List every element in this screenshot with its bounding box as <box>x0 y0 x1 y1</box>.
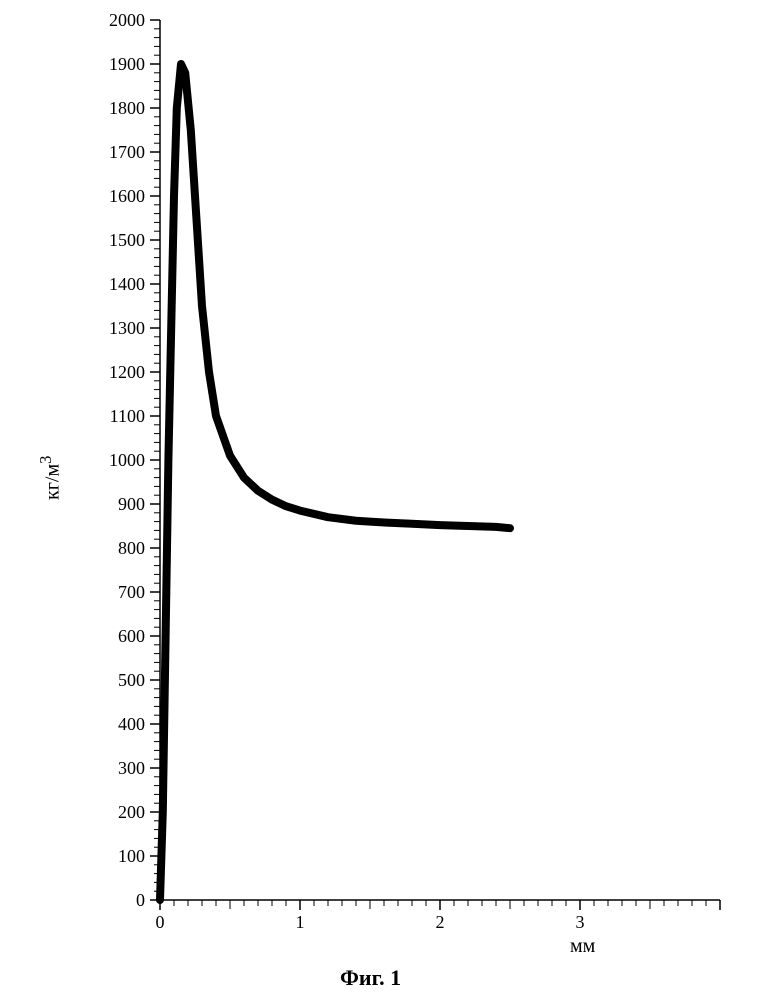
svg-text:500: 500 <box>118 670 145 690</box>
svg-text:1700: 1700 <box>109 142 145 162</box>
svg-text:200: 200 <box>118 802 145 822</box>
svg-text:2000: 2000 <box>109 10 145 30</box>
svg-text:800: 800 <box>118 538 145 558</box>
svg-text:2: 2 <box>436 912 445 932</box>
svg-text:1400: 1400 <box>109 274 145 294</box>
svg-text:1300: 1300 <box>109 318 145 338</box>
svg-text:900: 900 <box>118 494 145 514</box>
svg-text:600: 600 <box>118 626 145 646</box>
svg-text:1800: 1800 <box>109 98 145 118</box>
y-axis-label-sup: 3 <box>36 456 55 464</box>
svg-text:1100: 1100 <box>110 406 145 426</box>
svg-text:700: 700 <box>118 582 145 602</box>
svg-text:400: 400 <box>118 714 145 734</box>
figure-page: { "chart": { "type": "line", "width_px":… <box>0 0 761 999</box>
svg-text:1900: 1900 <box>109 54 145 74</box>
svg-text:1200: 1200 <box>109 362 145 382</box>
svg-text:1600: 1600 <box>109 186 145 206</box>
figure-caption-text: Фиг. 1 <box>340 965 401 990</box>
y-axis-label-text: кг/м <box>42 464 64 500</box>
x-axis-label-text: мм <box>570 935 595 957</box>
x-axis-label: мм <box>570 935 595 958</box>
svg-text:1: 1 <box>296 912 305 932</box>
svg-text:1500: 1500 <box>109 230 145 250</box>
svg-text:100: 100 <box>118 846 145 866</box>
svg-text:0: 0 <box>136 890 145 910</box>
figure-caption: Фиг. 1 <box>340 965 401 991</box>
density-chart: 0100200300400500600700800900100011001200… <box>0 0 761 999</box>
svg-text:0: 0 <box>156 912 165 932</box>
svg-text:300: 300 <box>118 758 145 778</box>
svg-text:1000: 1000 <box>109 450 145 470</box>
y-axis-label: кг/м3 <box>36 456 65 500</box>
svg-text:3: 3 <box>576 912 585 932</box>
